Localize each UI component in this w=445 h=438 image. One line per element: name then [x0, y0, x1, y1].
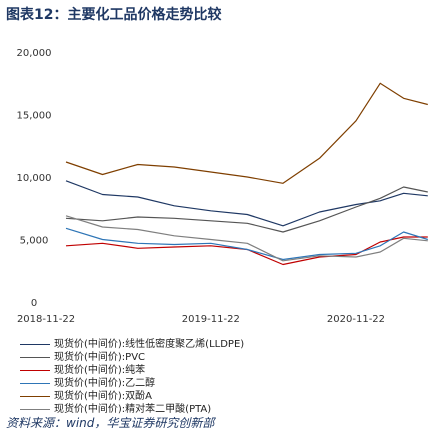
legend-label: 现货价(中间价):双酚A — [54, 391, 153, 402]
legend-item: 现货价(中间价):乙二醇 — [10, 377, 440, 390]
chart-legend: 现货价(中间价):线性低密度聚乙烯(LLDPE) 现货价(中间价):PVC 现货价(… — [10, 338, 440, 416]
y-tick-label: 10,000 — [17, 173, 52, 184]
legend-swatch — [20, 344, 50, 345]
legend-item: 现货价(中间价):纯苯 — [10, 364, 440, 377]
y-tick-label: 5,000 — [20, 236, 49, 247]
legend-label: 现货价(中间价):纯苯 — [54, 365, 146, 376]
line-chart: 0 5,000 10,000 15,000 20,000 2018-11-22 2019-… — [17, 48, 428, 325]
legend-item: 现货价(中间价):精对苯二甲酸(PTA) — [10, 403, 440, 416]
series-line-5 — [65, 82, 428, 184]
legend-swatch — [20, 370, 50, 371]
legend-item: 现货价(中间价):线性低密度聚乙烯(LLDPE) — [10, 338, 440, 351]
legend-label: 现货价(中间价):线性低密度聚乙烯(LLDPE) — [54, 339, 245, 350]
series-line-2 — [65, 186, 428, 233]
legend-item: 现货价(中间价):双酚A — [10, 390, 440, 403]
series-line-3 — [65, 236, 428, 266]
legend-label: 现货价(中间价):PVC — [54, 352, 146, 363]
legend-label: 现货价(中间价):精对苯二甲酸(PTA) — [54, 404, 212, 415]
x-tick-label: 2018-11-22 — [17, 314, 75, 325]
legend-item: 现货价(中间价):PVC — [10, 351, 440, 364]
series-line-4 — [65, 227, 428, 261]
source-note: 资料来源：wind，华宝证券研究创新部 — [6, 416, 215, 430]
legend-swatch — [20, 409, 50, 410]
legend-swatch — [20, 396, 50, 397]
x-tick-label: 2020-11-22 — [327, 314, 385, 325]
legend-swatch — [20, 357, 50, 358]
series-line-1 — [65, 180, 428, 227]
y-tick-label: 20,000 — [17, 48, 52, 59]
legend-swatch — [20, 383, 50, 384]
y-tick-label: 0 — [31, 298, 37, 309]
chart-title: 图表12：主要化工品价格走势比较 — [6, 7, 222, 23]
legend-label: 现货价(中间价):乙二醇 — [54, 378, 156, 389]
x-tick-label: 2019-11-22 — [182, 314, 240, 325]
series-line-6 — [65, 215, 428, 262]
y-tick-label: 15,000 — [17, 111, 52, 122]
